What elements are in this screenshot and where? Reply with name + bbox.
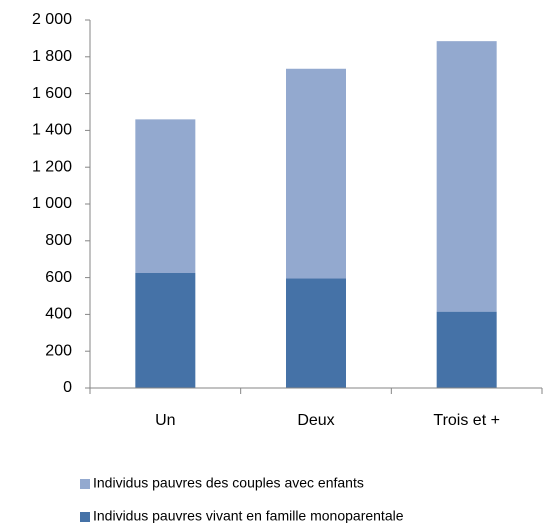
legend-swatch	[80, 479, 90, 489]
y-tick-label: 600	[45, 269, 72, 286]
bar-segment	[436, 41, 497, 312]
x-tick-label: Un	[155, 412, 175, 429]
y-tick-label: 200	[45, 342, 72, 359]
legend-label: Individus pauvres des couples avec enfan…	[93, 475, 364, 491]
bar-segment	[436, 311, 497, 388]
y-tick-label: 1 600	[32, 85, 72, 102]
bar-segment	[286, 68, 346, 279]
y-tick-label: 400	[45, 306, 72, 323]
y-tick-label: 1 200	[32, 158, 72, 175]
x-tick-label: Deux	[297, 412, 334, 429]
y-tick-label: 1 000	[32, 195, 72, 212]
y-tick-label: 1 800	[32, 48, 72, 65]
y-tick-label: 1 400	[32, 122, 72, 139]
y-tick-label: 800	[45, 232, 72, 249]
y-tick-label: 0	[63, 379, 72, 396]
x-tick-label: Trois et +	[433, 412, 500, 429]
bar-segment	[135, 119, 196, 273]
bar-segment	[286, 278, 346, 388]
legend-swatch	[80, 512, 90, 522]
y-tick-label: 2 000	[32, 11, 72, 28]
bar-segment	[135, 273, 196, 388]
legend-label: Individus pauvres vivant en famille mono…	[93, 508, 404, 523]
